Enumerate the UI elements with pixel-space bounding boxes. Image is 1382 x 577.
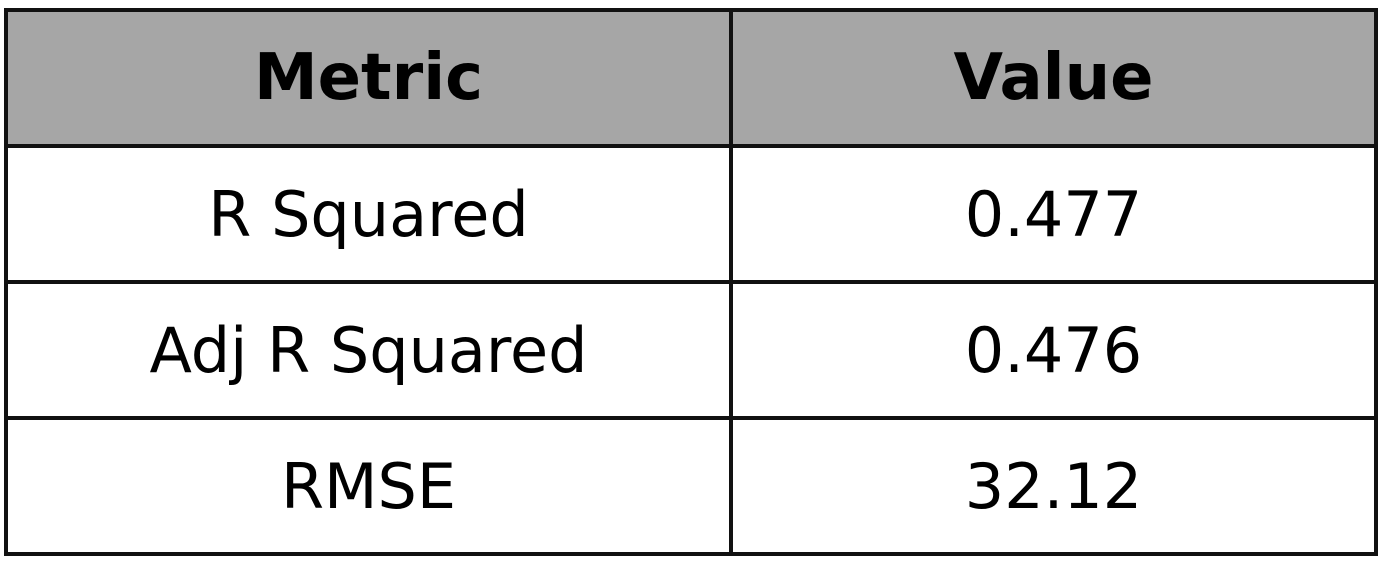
- value-cell: 32.12: [729, 416, 1378, 556]
- header-metric: Metric: [4, 8, 733, 148]
- metric-cell: R Squared: [4, 144, 733, 284]
- table-row: RMSE 32.12: [4, 416, 1378, 556]
- table-header: Metric Value: [4, 8, 1378, 148]
- value-cell: 0.477: [729, 144, 1378, 284]
- metric-cell: RMSE: [4, 416, 733, 556]
- table-row: R Squared 0.477: [4, 144, 1378, 284]
- metrics-table: Metric Value R Squared 0.477 Adj R Squar…: [4, 8, 1378, 556]
- table-body: R Squared 0.477 Adj R Squared 0.476 RMSE…: [4, 144, 1378, 556]
- metric-cell: Adj R Squared: [4, 280, 733, 420]
- value-cell: 0.476: [729, 280, 1378, 420]
- header-row: Metric Value: [4, 8, 1378, 148]
- header-value: Value: [729, 8, 1378, 148]
- table-row: Adj R Squared 0.476: [4, 280, 1378, 420]
